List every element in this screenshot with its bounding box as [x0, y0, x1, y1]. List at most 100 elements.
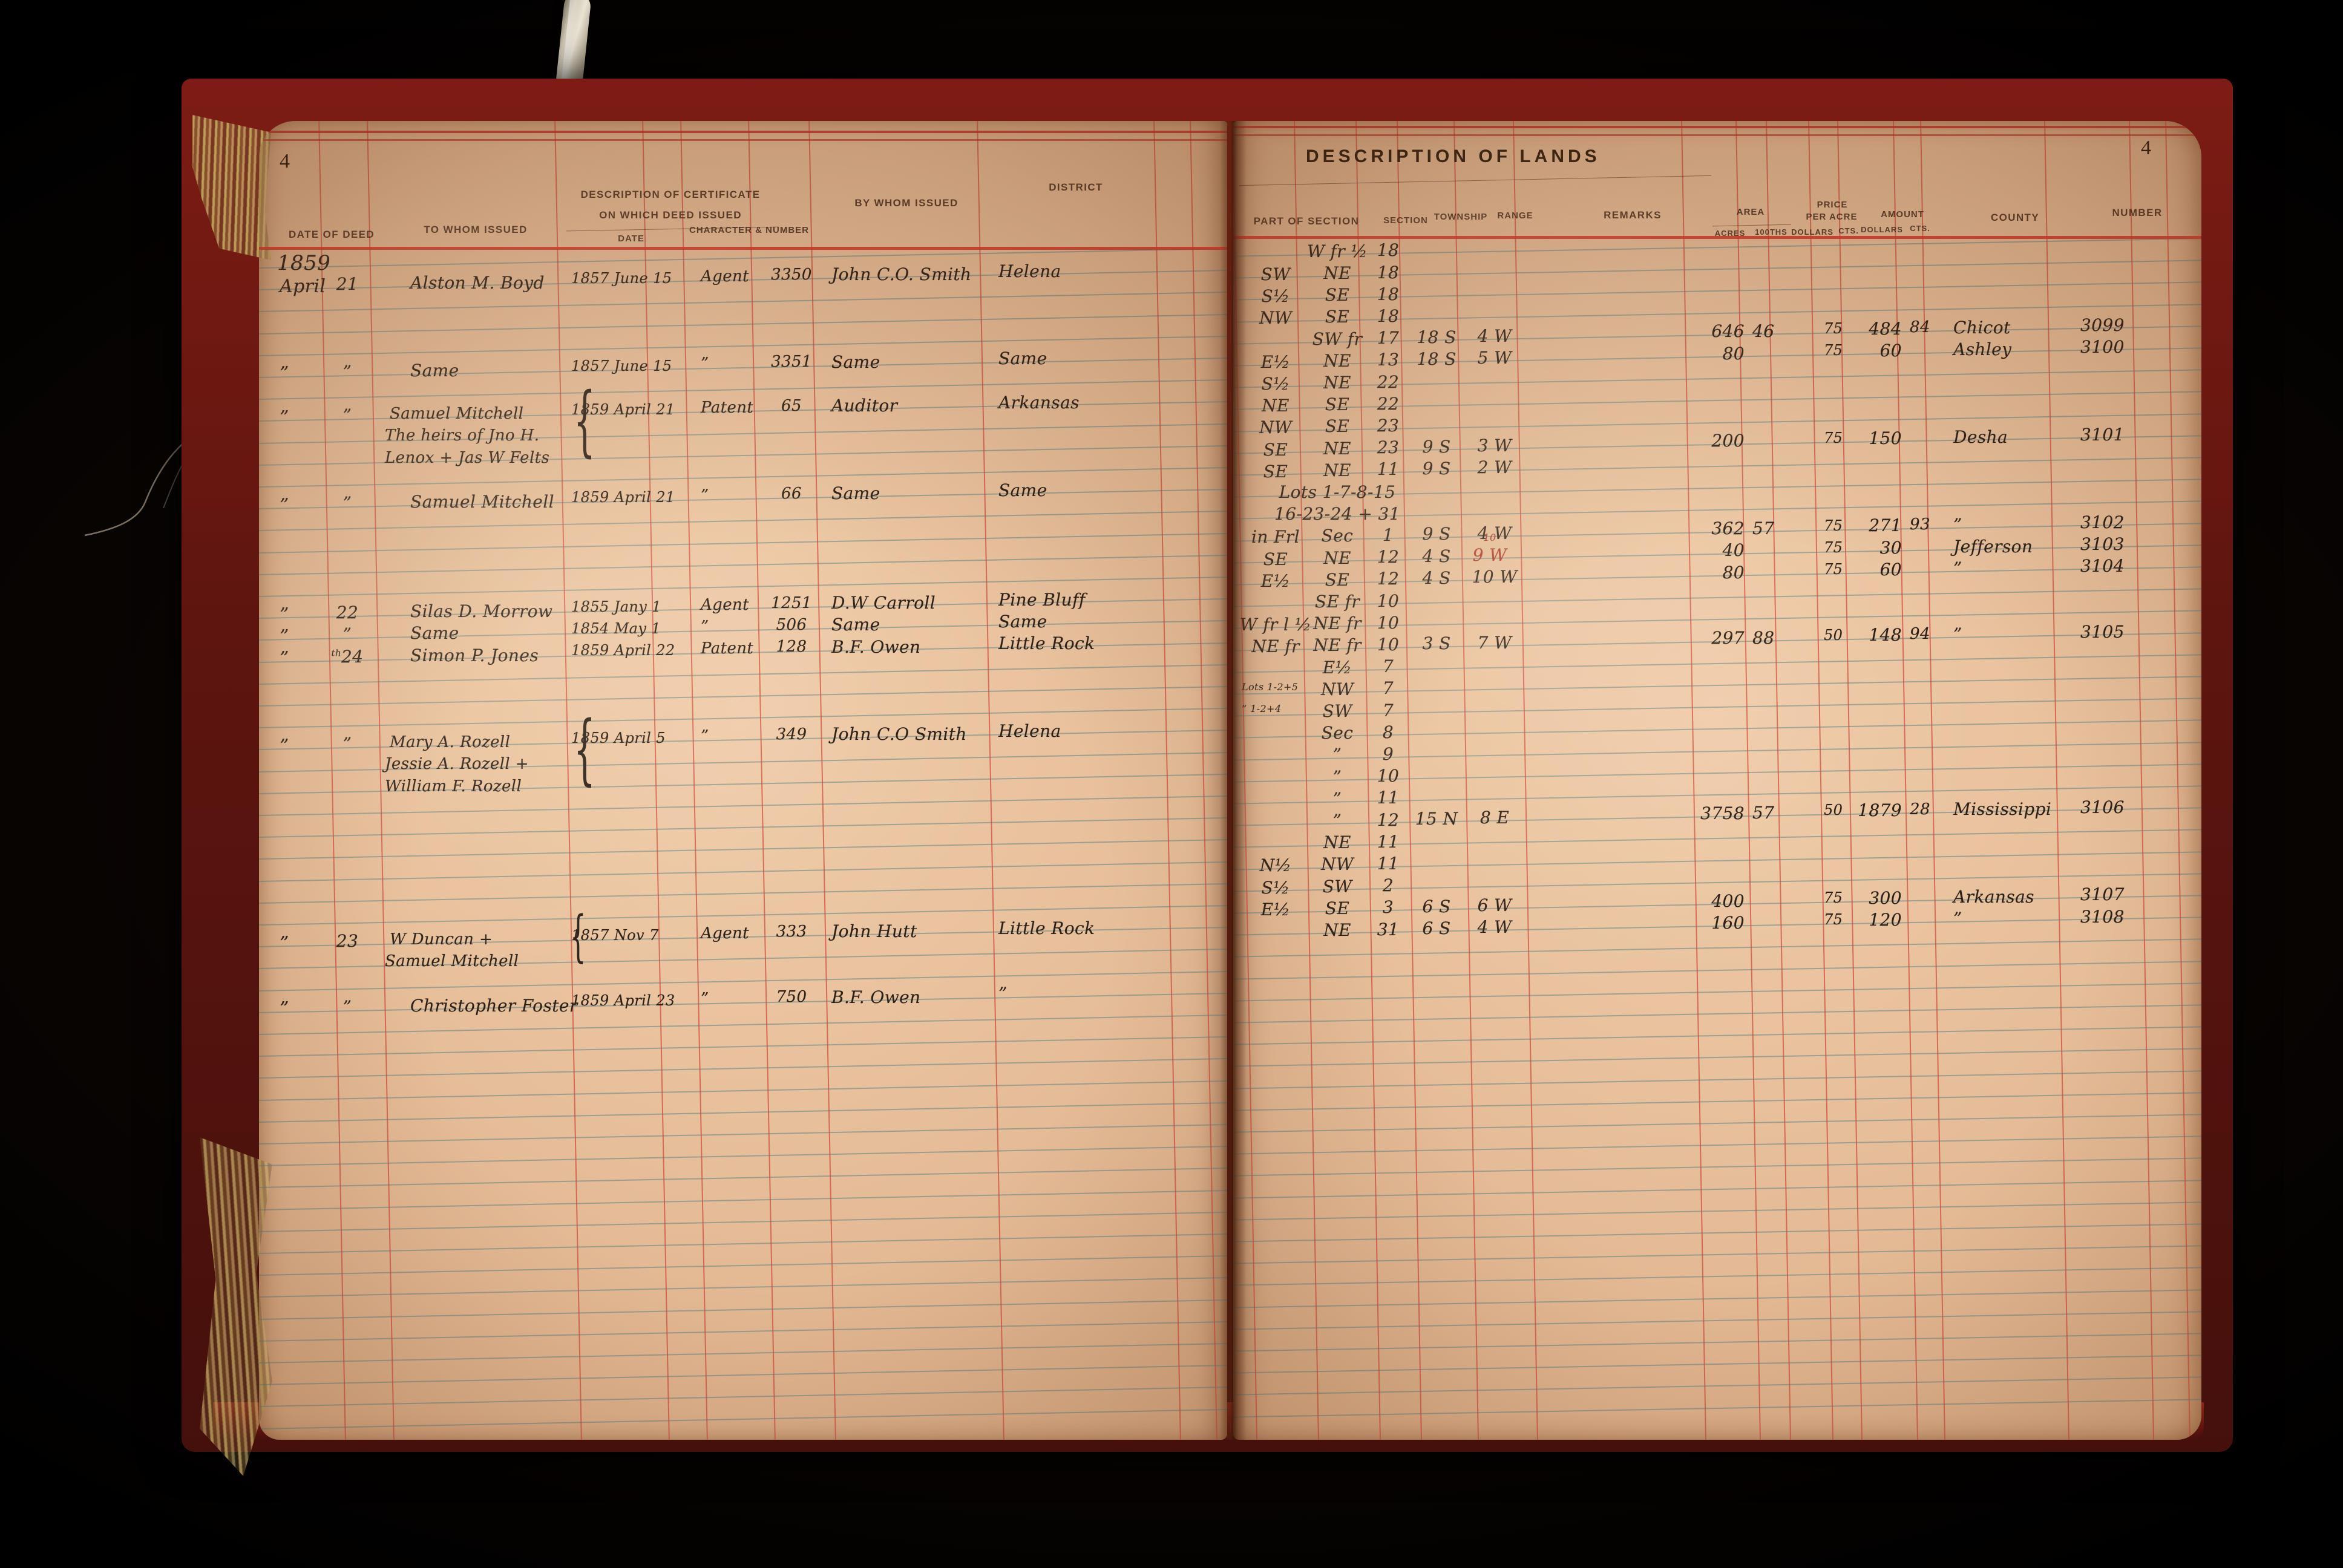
column-rule [1513, 121, 1538, 1440]
ledger-cell-text: 75 [1824, 319, 1843, 337]
ledger-cell-text: N½ [1259, 855, 1292, 876]
header-remarks: REMARKS [1604, 209, 1662, 221]
ledger-cell-text: 10 [1377, 634, 1400, 655]
right-page-number: 4 [2141, 137, 2151, 159]
column-rule [1735, 121, 1761, 1440]
ledger-cell-text: 75 [1824, 342, 1843, 359]
column-rule [2129, 121, 2154, 1440]
ledger-cell-text: 23 [336, 931, 359, 952]
ruled-line [259, 861, 1227, 882]
ledger-cell-text: SW [1322, 701, 1352, 722]
ledger-cell-text: 1879 [1858, 800, 1902, 820]
ledger-cell-text: Ashley [1953, 339, 2012, 360]
column-rule [1681, 121, 1706, 1440]
ledger-cell-text: 8 E [1480, 808, 1510, 828]
ledger-cell-text: 75 [1824, 538, 1843, 556]
ledger-cell-text: 22 [336, 603, 359, 623]
ruled-line [259, 795, 1227, 816]
ruled-line [1233, 1004, 2201, 1024]
header-rule-bottom [259, 247, 1227, 250]
ledger-cell-text: 2 W [1477, 457, 1512, 478]
ruled-line [259, 489, 1227, 509]
ledger-cell-text: 3105 [2080, 621, 2125, 642]
ruled-line [259, 1277, 1227, 1298]
ledger-cell-text: Samuel Mitchell [410, 492, 554, 512]
ledger-cell-text: 1251 [771, 593, 812, 612]
ledger-cell-text: ” [701, 354, 709, 373]
ledger-cell-text: 484 [1869, 318, 1902, 339]
ledger-cell-text: 506 [776, 615, 807, 634]
ruled-line [259, 379, 1227, 400]
ruled-line [259, 313, 1227, 335]
ledger-cell-text: Agent [701, 924, 749, 942]
ledger-cell-text: Same [831, 352, 880, 372]
ledger-cell-text: 333 [776, 922, 807, 941]
ledger-cell-text: 128 [776, 637, 807, 656]
header-rule-top [259, 131, 1227, 133]
ledger-cell-text: Lots 1-7-8-15 [1279, 482, 1396, 503]
ledger-cell-text: ” [280, 932, 289, 954]
ledger-cell-text: SE [1325, 898, 1350, 918]
header-county: COUNTY [1990, 212, 2040, 223]
left-page-number: 4 [280, 150, 290, 172]
ruled-line [259, 466, 1227, 488]
ledger-cell-text: 4 S [1422, 546, 1451, 566]
ledger-cell-text: 7 [1382, 700, 1394, 720]
ledger-cell-text: SE [1263, 549, 1288, 569]
ruled-line [259, 511, 1227, 532]
ruled-line [1233, 1201, 2201, 1221]
ledger-cell-text: ” [342, 624, 352, 645]
ledger-cell-text: 148 [1869, 625, 1902, 645]
ruled-line [1233, 1114, 2201, 1133]
ledger-cell-text: 65 [781, 396, 802, 415]
ledger-cell-text: 1859 [277, 251, 331, 276]
ledger-cell-text: 3 [1382, 897, 1394, 918]
ledger-cell-text: ” [342, 362, 352, 382]
ledger-cell-text: E½ [1260, 351, 1291, 372]
ledger-cell-text: 50 [1824, 626, 1843, 644]
ledger-cell-text: 84 [1910, 318, 1930, 337]
ledger-cell-text: The heirs of Jno H. [385, 426, 540, 445]
ledger-cell-text: 88 [1752, 627, 1775, 648]
ledger-cell-text: 46 [1752, 321, 1775, 342]
header-amount-cts: Cts. [1910, 224, 1930, 233]
ledger-cell-text: 6 S [1422, 918, 1451, 939]
ledger-cell-text: 18 [1377, 305, 1400, 326]
column-rule [680, 121, 708, 1440]
ledger-cell-text: 3106 [2080, 797, 2125, 817]
ledger-cell-text: Helena [998, 261, 1061, 281]
header-district: DISTRICT [1049, 181, 1103, 193]
ledger-cell-text: 3103 [2080, 534, 2125, 555]
ledger-cell-text: John C.O. Smith [831, 264, 972, 285]
ledger-cell-text: 12 [1377, 809, 1400, 830]
ledger-cell-text: Same [410, 623, 459, 644]
header-area-100ths: 100ths [1755, 227, 1788, 237]
ledger-cell-text: 12 [1377, 569, 1400, 589]
ledger-cell-text: 28 [1910, 800, 1930, 818]
ledger-cell-text: ” [1953, 514, 1962, 535]
ledger-cell-text: Arkansas [998, 392, 1080, 413]
header-part-of-section: PART OF SECTION [1253, 215, 1360, 227]
ruled-line [1233, 1179, 2201, 1198]
ledger-cell-text: 11 [1377, 853, 1400, 874]
ruled-line [1233, 697, 2201, 717]
ledger-cell-text: NE fr [1313, 635, 1362, 656]
ledger-cell-text: 75 [1824, 561, 1843, 578]
ledger-cell-text: 7 [1382, 678, 1394, 699]
ruled-line [1233, 1157, 2201, 1177]
ledger-cell-text: Jessie A. Rozell + [385, 755, 529, 774]
ledger-cell-text: SW fr [1312, 328, 1363, 349]
ledger-cell-text: NW [1259, 308, 1293, 328]
ledger-cell-text: 646 [1711, 321, 1745, 342]
ledger-cell-text: Agent [701, 267, 749, 286]
ledger-cell-text: in Frl [1251, 527, 1300, 547]
column-rule [1453, 121, 1479, 1440]
ledger-cell-text: 1859 April 22 [571, 642, 675, 659]
ruled-line [1233, 1223, 2201, 1243]
ledger-cell-text: ” [280, 735, 289, 757]
ledger-cell-text: Same [410, 360, 459, 381]
ledger-cell-text: W Duncan + [390, 930, 493, 949]
ledger-cell-text: SE [1263, 439, 1288, 460]
ledger-cell-text: 1859 April 5 [571, 730, 666, 747]
header-range: RANGE [1497, 211, 1533, 221]
